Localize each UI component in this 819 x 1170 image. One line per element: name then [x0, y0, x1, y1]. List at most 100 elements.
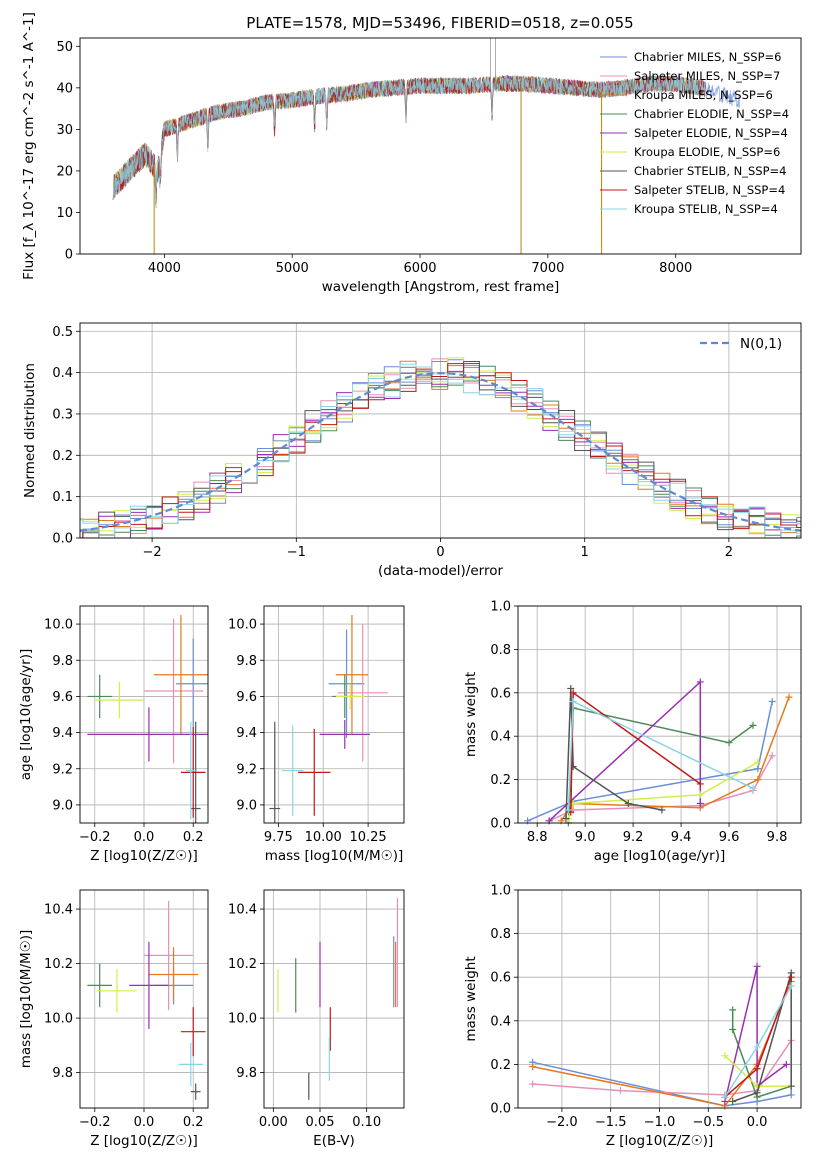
x-tick-label: 9.4	[671, 830, 692, 845]
legend-entry: Chabrier MILES, N_SSP=6	[634, 50, 781, 64]
y-tick-label: 0.6	[490, 686, 511, 701]
y-tick-label: 50	[56, 40, 73, 55]
y-tick-label: 10.0	[44, 1012, 73, 1027]
x-tick-label: 0.0	[747, 1115, 768, 1130]
y-tick-label: 0.8	[490, 927, 511, 942]
y-tick-label: 0.2	[52, 449, 73, 464]
mass-weight-point	[696, 799, 704, 807]
mass-weight-point	[753, 962, 761, 970]
mass-weight-point	[721, 1052, 729, 1060]
y-tick-label: 40	[56, 81, 73, 96]
y-axis-label: Flux [f_λ 10^-17 erg cm^-2 s^-1 A^-1]	[21, 12, 37, 280]
y-axis-label: mass weight	[463, 672, 479, 757]
mass-weight-point	[768, 752, 776, 760]
mass-weight-point	[529, 1080, 537, 1088]
legend-entry: Chabrier ELODIE, N_SSP=4	[634, 107, 789, 121]
x-tick-label: 9.2	[623, 830, 644, 845]
mass-weight-point	[616, 1087, 624, 1095]
figure-title: PLATE=1578, MJD=53496, FIBERID=0518, z=0…	[246, 14, 633, 32]
mass-weight-point	[768, 697, 776, 705]
mass-weight-series	[731, 1009, 792, 1099]
y-tick-label: 0.4	[490, 730, 511, 745]
axes-frame	[517, 889, 802, 1109]
x-tick-label: −2.0	[546, 1115, 578, 1130]
residual-histogram-step	[80, 365, 801, 538]
axes-frame	[79, 889, 209, 1109]
y-axis-label: Normed distribution	[22, 363, 38, 498]
x-tick-label: 0.0	[134, 1115, 155, 1130]
spectrum-panel: 4000 5000 6000 7000 8000 0 10 20 30 40 50 wavelengt…	[21, 12, 802, 295]
x-tick-label: 10.25	[349, 830, 386, 845]
y-tick-label: 9.8	[236, 1066, 257, 1081]
mass-weight-point	[696, 791, 704, 799]
mass-weight-point	[753, 1089, 761, 1097]
x-tick-label: 1	[581, 545, 589, 560]
mass-weight-vs-age-panel: 8.8 9.0 9.2 9.4 9.6 9.8 0.0 0.2 0.4 0.6 0.8 1.0 age …	[463, 600, 802, 864]
y-tick-label: 0.4	[490, 1014, 511, 1029]
y-tick-label: 9.8	[52, 1066, 73, 1081]
y-tick-label: 0.2	[490, 1058, 511, 1073]
x-tick-label: 9.8	[767, 830, 788, 845]
x-tick-label: 0.2	[183, 830, 204, 845]
x-axis-label: E(B-V)	[313, 1133, 355, 1149]
y-tick-label: 0.2	[490, 773, 511, 788]
y-tick-label: 10.4	[228, 903, 257, 918]
legend-entry: Kroupa STELIB, N_SSP=4	[634, 202, 778, 216]
x-tick-label: −0.5	[693, 1115, 725, 1130]
y-tick-label: 20	[56, 164, 73, 179]
x-axis-label: wavelength [Angstrom, rest frame]	[322, 279, 560, 295]
x-tick-label: 0.2	[183, 1115, 204, 1130]
y-tick-label: 9.8	[236, 654, 257, 669]
mass-weight-point	[569, 689, 577, 697]
x-axis-label: Z [log10(Z/Z☉)]	[90, 848, 198, 864]
legend-entry: Salpeter STELIB, N_SSP=4	[634, 183, 785, 197]
mass-vs-metallicity-panel: −0.2 0.0 0.2 9.8 10.0 10.2 10.4 Z [log10(Z/Z☉)]…	[18, 889, 209, 1149]
x-tick-label: 8.8	[527, 830, 548, 845]
x-tick-label: 9.6	[719, 830, 740, 845]
x-tick-label: −1	[287, 545, 306, 560]
x-tick-label: 0.0	[134, 830, 155, 845]
y-tick-label: 0.8	[490, 643, 511, 658]
y-tick-label: 9.2	[52, 762, 73, 777]
x-tick-label: 6000	[403, 261, 436, 276]
y-tick-label: 10.2	[44, 957, 73, 972]
mass-weight-point	[782, 1060, 790, 1068]
legend-entry: Kroupa MILES, N_SSP=6	[634, 88, 773, 102]
mass-weight-point	[725, 739, 733, 747]
x-tick-label: 9.75	[264, 830, 293, 845]
y-tick-label: 10.0	[228, 618, 257, 633]
x-tick-label: 5000	[276, 261, 309, 276]
mass-weight-point	[754, 776, 762, 784]
x-tick-label: −0.2	[79, 830, 111, 845]
axes-frame	[517, 605, 802, 824]
axes-frame	[79, 37, 802, 255]
mass-weight-point	[562, 815, 570, 823]
y-tick-label: 0.4	[52, 366, 73, 381]
y-tick-label: 0.3	[52, 407, 73, 422]
x-tick-label: −1.5	[595, 1115, 627, 1130]
mass-weight-point	[564, 806, 572, 814]
y-tick-label: 0.6	[490, 971, 511, 986]
y-axis-label: mass weight	[463, 956, 479, 1041]
mass-weight-point	[753, 1043, 761, 1051]
x-tick-label: 4000	[148, 261, 181, 276]
mass-weight-series	[565, 688, 663, 819]
y-tick-label: 9.0	[52, 798, 73, 813]
mass-weight-series	[724, 985, 792, 1098]
axes-frame	[79, 605, 209, 824]
mass-weight-point	[785, 693, 793, 701]
y-tick-label: 10.0	[228, 1012, 257, 1027]
mass-weight-point	[624, 799, 632, 807]
y-tick-label: 1.0	[490, 600, 511, 615]
y-tick-label: 9.2	[236, 762, 257, 777]
legend-entry: Salpeter ELODIE, N_SSP=4	[634, 126, 788, 140]
y-tick-label: 10	[56, 206, 73, 221]
mass-weight-point	[787, 1091, 795, 1099]
y-tick-label: 10.2	[228, 957, 257, 972]
mass-weight-series	[527, 701, 773, 822]
y-tick-label: 10.4	[44, 903, 73, 918]
y-tick-label: 0.1	[52, 490, 73, 505]
y-tick-label: 0.0	[490, 817, 511, 832]
y-tick-label: 9.0	[236, 798, 257, 813]
legend-entry: Chabrier STELIB, N_SSP=4	[634, 164, 786, 178]
